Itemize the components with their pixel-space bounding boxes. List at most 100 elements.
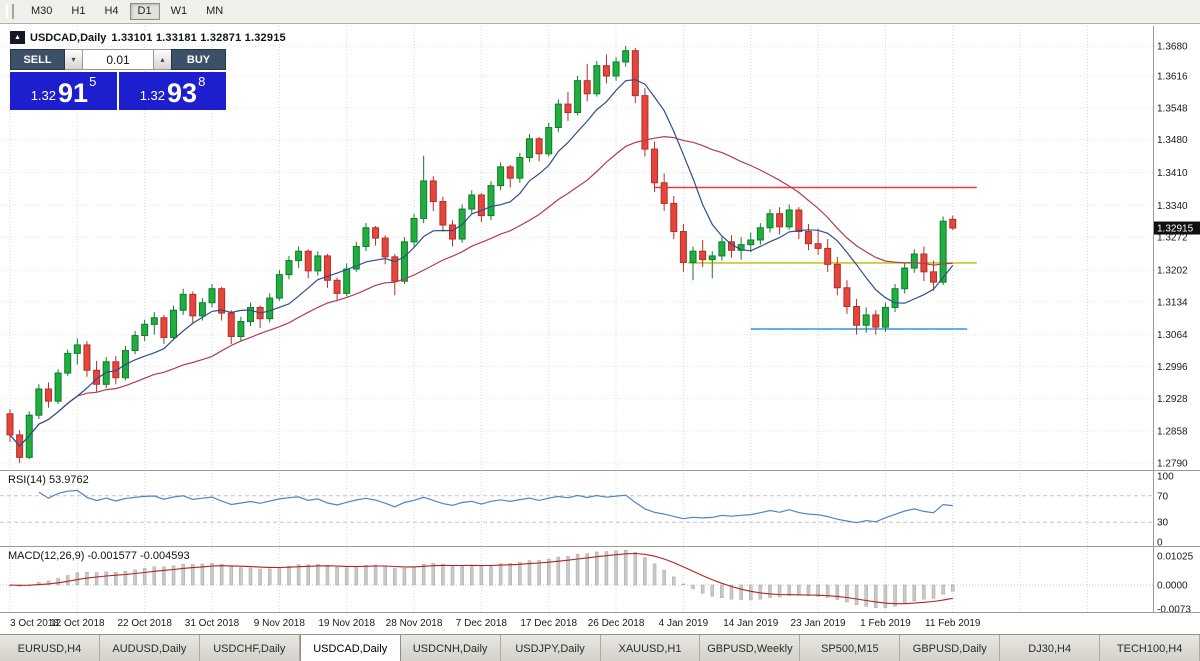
candle <box>112 361 120 379</box>
tab-usdjpy-daily[interactable]: USDJPY,Daily <box>500 635 601 661</box>
chart-ohlc-values: 1.33101 1.33181 1.32871 1.32915 <box>111 31 286 44</box>
volume-input[interactable]: 0.01 <box>82 49 154 70</box>
timeframe-d1-button[interactable]: D1 <box>129 3 160 20</box>
macd-indicator-label: MACD(12,26,9) -0.001577 -0.004593 <box>8 550 190 562</box>
macd-bar <box>710 584 715 597</box>
sell-price-display[interactable]: 1.32 91 5 <box>10 72 117 110</box>
macd-bar <box>720 584 724 598</box>
candle <box>429 180 437 203</box>
candle <box>468 194 476 210</box>
tab-gbpusd-daily[interactable]: GBPUSD,Daily <box>900 635 1001 661</box>
trade-panel-collapse-icon[interactable]: ▲ <box>10 31 25 44</box>
candle <box>622 50 630 63</box>
candle <box>679 231 687 263</box>
macd-bar <box>56 578 60 586</box>
candle <box>699 250 707 261</box>
candle <box>881 306 889 328</box>
date-label: 19 Nov 2018 <box>318 618 375 629</box>
price-axis[interactable]: 1.3680 1.3616 1.3548 1.3480 1.3410 1.3340 1.32… <box>1157 42 1188 470</box>
tab-audusd-daily[interactable]: AUDUSD,Daily <box>99 635 200 661</box>
tab-gbpusd-weekly[interactable]: GBPUSD,Weekly <box>700 635 801 661</box>
macd-bar <box>854 584 859 606</box>
candle <box>651 148 659 184</box>
chart-symbol-label: USDCAD,Daily <box>30 31 107 44</box>
macd-bar <box>133 569 137 586</box>
candle <box>420 180 428 219</box>
candle <box>160 317 168 338</box>
timeframe-w1-button[interactable]: W1 <box>163 3 196 20</box>
macd-bar <box>65 575 70 586</box>
date-label: 11 Feb 2019 <box>925 618 981 629</box>
macd-bar <box>393 568 397 586</box>
candle <box>189 293 197 317</box>
candle <box>285 260 293 276</box>
timeframe-m30-button[interactable]: M30 <box>23 3 60 20</box>
price-label: 1.2858 <box>1157 427 1188 438</box>
candle <box>785 209 793 228</box>
macd-bar <box>171 565 176 586</box>
candle <box>54 372 62 402</box>
macd-bar <box>758 584 763 600</box>
tab-sp500-m15[interactable]: SP500,M15 <box>800 635 901 661</box>
macd-bar <box>835 584 840 600</box>
tab-usdcnh-daily[interactable]: USDCNH,Daily <box>400 635 501 661</box>
price-label: 1.3480 <box>1157 135 1188 146</box>
candle <box>304 250 312 272</box>
candle <box>766 213 774 229</box>
candle <box>506 166 514 179</box>
candle <box>708 255 716 261</box>
macd-bar <box>691 584 695 590</box>
timeframe-mn-button[interactable]: MN <box>198 3 231 20</box>
macd-bar <box>373 564 378 586</box>
macd-bar <box>479 565 484 586</box>
ma-fast-line <box>9 78 954 448</box>
volume-increase-button[interactable]: ▴ <box>154 49 171 70</box>
timeframe-h1-button[interactable]: H1 <box>63 3 93 20</box>
volume-decrease-button[interactable]: ▾ <box>65 49 82 70</box>
macd-bar <box>181 563 185 586</box>
date-label: 1 Feb 2019 <box>860 618 911 629</box>
candle <box>372 227 380 239</box>
trade-panel-controls: SELL ▾ 0.01 ▴ BUY <box>10 49 226 70</box>
timeframe-h4-button[interactable]: H4 <box>96 3 126 20</box>
macd-bar <box>364 565 368 586</box>
candle <box>179 293 187 311</box>
price-label: 1.2996 <box>1157 362 1188 373</box>
tab-xauusd-h1[interactable]: XAUUSD,H1 <box>600 635 701 661</box>
tab-usdchf-daily[interactable]: USDCHF,Daily <box>199 635 300 661</box>
trade-panel-prices: 1.32 91 5 1.32 93 8 <box>10 72 226 110</box>
buy-price-display[interactable]: 1.32 93 8 <box>119 72 226 110</box>
macd-bar <box>922 584 926 600</box>
tab-usdcad-daily[interactable]: USDCAD,Daily <box>299 635 401 661</box>
tab-dj30-h4[interactable]: DJ30,H4 <box>1000 635 1101 661</box>
candle <box>83 344 91 371</box>
chart-title: ▲ USDCAD,Daily 1.33101 1.33181 1.32871 1… <box>10 31 286 44</box>
candle <box>150 317 158 325</box>
buy-price-prefix: 1.32 <box>139 88 166 103</box>
tab-eurusd-h4[interactable]: EURUSD,H4 <box>0 635 100 661</box>
macd-bar <box>748 584 753 601</box>
macd-bar <box>604 551 609 586</box>
candle <box>266 297 274 320</box>
macd-bar <box>527 560 532 586</box>
sell-button[interactable]: SELL <box>10 49 65 70</box>
macd-bar <box>46 580 51 586</box>
macd-bar <box>893 584 897 607</box>
macd-bar <box>402 567 407 586</box>
toolbar-grip[interactable] <box>6 4 14 19</box>
macd-bar <box>729 584 734 600</box>
candle <box>939 220 947 283</box>
macd-bar <box>162 566 166 586</box>
macd-bar <box>941 584 945 595</box>
macd-bar <box>210 562 214 586</box>
macd-bar <box>508 563 512 586</box>
candle <box>824 247 832 265</box>
buy-button[interactable]: BUY <box>171 49 226 70</box>
date-label: 4 Jan 2019 <box>659 618 709 629</box>
tab-tech100-h4[interactable]: TECH100,H4 <box>1100 635 1200 661</box>
macd-pane: 0.01025 0.0000 -0.0073 <box>0 549 1194 616</box>
price-label: 1.3680 <box>1157 42 1188 53</box>
price-label: 1.2928 <box>1157 394 1188 405</box>
